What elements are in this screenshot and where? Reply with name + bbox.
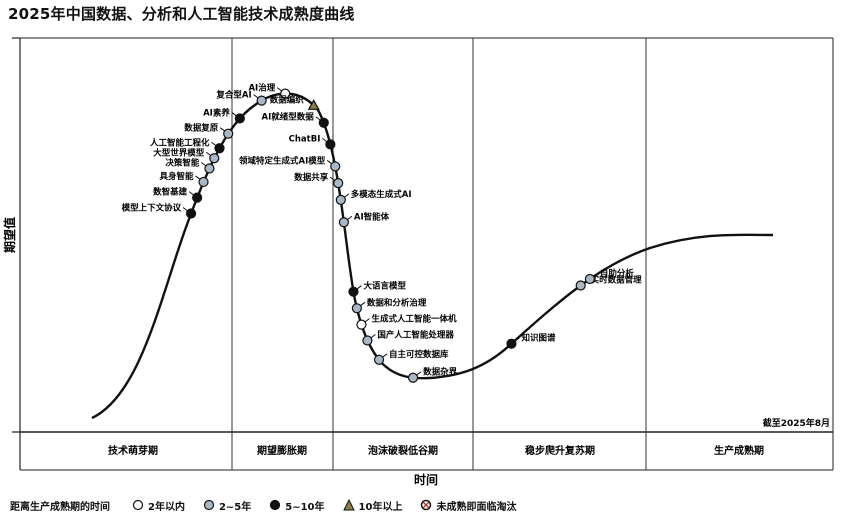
marker-5to10-12 (325, 139, 336, 150)
marker-label-2: 具身智能 (159, 171, 195, 182)
marker-label-19: 生成式人工智能一体机 (371, 314, 457, 325)
marker-label-8: 复合型AI (215, 90, 251, 101)
marker-gt10-10 (307, 99, 320, 110)
y-axis-label: 期望值 (2, 217, 17, 253)
marker-label-25: 自助分析 (600, 268, 635, 279)
legend-item-gt10: 10年以上 (342, 498, 403, 513)
black-circle-icon (270, 499, 281, 511)
chart-title: 2025年中国数据、分析和人工智能技术成熟度曲线 (8, 5, 355, 23)
marker-label-14: 数据共享 (294, 172, 329, 183)
as-of-note: 截至2025年8月 (763, 417, 830, 429)
marker-2to5-16 (338, 217, 349, 228)
marker-5to10-11 (318, 117, 329, 128)
marker-label-15: 多模态生成式AI (351, 189, 412, 200)
marker-label-10: 数据编织 (270, 94, 305, 105)
marker-label-21: 自主可控数据库 (389, 349, 449, 360)
legend-label-2to5: 2~5年 (218, 501, 252, 513)
phase-label-1: 技术萌芽期 (108, 444, 158, 457)
gray-circle-icon (203, 499, 215, 511)
marker-label-9: AI治理 (248, 83, 275, 94)
marker-2to5-24 (575, 280, 586, 291)
phase-label-2: 期望膨胀期 (257, 444, 307, 457)
crossed-circle-icon (421, 499, 432, 511)
marker-label-4: 大型世界模型 (153, 147, 205, 158)
marker-label-6: 数据复原 (184, 123, 219, 134)
marker-label-23: 知识图谱 (521, 333, 556, 344)
marker-5to10-23 (506, 338, 517, 349)
marker-2to5-14 (333, 178, 344, 189)
marker-2to5-13 (330, 161, 341, 172)
marker-label-24: 实时数据管理 (591, 275, 643, 286)
marker-5to10-1 (192, 192, 203, 203)
marker-2to5-25 (584, 273, 596, 285)
legend-label-lt2: 2年以内 (148, 501, 185, 513)
marker-2to5-15 (335, 194, 346, 205)
marker-label-1: 数智基建 (153, 187, 188, 198)
x-axis-label: 时间 (414, 472, 438, 487)
marker-label-18: 数据和分析治理 (367, 297, 427, 308)
marker-label-5: 人工智能工程化 (150, 137, 210, 148)
marker-label-13: 领域特定生成式AI模型 (238, 155, 326, 166)
marker-label-17: 大语言模型 (363, 281, 406, 292)
marker-5to10-7 (234, 113, 245, 124)
phase-label-4: 稳步爬升复苏期 (525, 444, 595, 457)
marker-5to10-5 (214, 143, 225, 154)
white-circle-icon (132, 499, 144, 511)
marker-2to5-20 (362, 335, 373, 346)
phase-label-5: 生产成熟期 (714, 444, 764, 457)
phase-label-3: 泡沫破裂低谷期 (368, 444, 438, 457)
marker-label-22: 数据杂界 (423, 367, 458, 378)
marker-2to5-8 (256, 95, 267, 106)
marker-label-11: AI就绪型数据 (262, 112, 315, 123)
legend-label-obsolete: 未成熟即面临淘汰 (436, 501, 517, 513)
plot-frame (12, 37, 834, 471)
marker-label-7: AI素养 (203, 107, 230, 118)
marker-label-12: ChatBI (289, 134, 321, 144)
legend-title: 距离生产成熟期的时间 (10, 501, 110, 513)
marker-2to5-21 (373, 354, 385, 365)
marker-2to5-18 (351, 303, 362, 314)
marker-lt2-19 (356, 319, 367, 330)
marker-label-0: 模型上下文协议 (122, 202, 182, 213)
marker-lt2-9 (280, 88, 291, 99)
marker-2to5-3 (204, 163, 215, 174)
marker-2to5-22 (407, 372, 419, 383)
marker-5to10-0 (185, 208, 197, 219)
marker-5to10-17 (348, 286, 359, 297)
legend-label-gt10: 10年以上 (358, 501, 403, 513)
marker-label-20: 国产人工智能处理器 (377, 329, 454, 340)
marker-2to5-2 (198, 176, 209, 188)
triangle-icon (342, 499, 355, 511)
marker-2to5-6 (223, 128, 234, 139)
legend-item-5to10: 5~10年 (269, 498, 325, 513)
legend: 距离生产成熟期的时间 2年以内 2~5年 5~10年 10年以上 未成熟即面临淘… (10, 496, 534, 514)
marker-label-16: AI智能体 (354, 211, 390, 222)
legend-label-5to10: 5~10年 (285, 501, 325, 513)
marker-label-3: 决策智能 (165, 157, 200, 168)
marker-2to5-4 (209, 153, 220, 164)
legend-item-lt2: 2年以内 (132, 498, 185, 513)
legend-item-obsolete: 未成熟即面临淘汰 (420, 498, 516, 513)
legend-item-2to5: 2~5年 (203, 498, 251, 513)
